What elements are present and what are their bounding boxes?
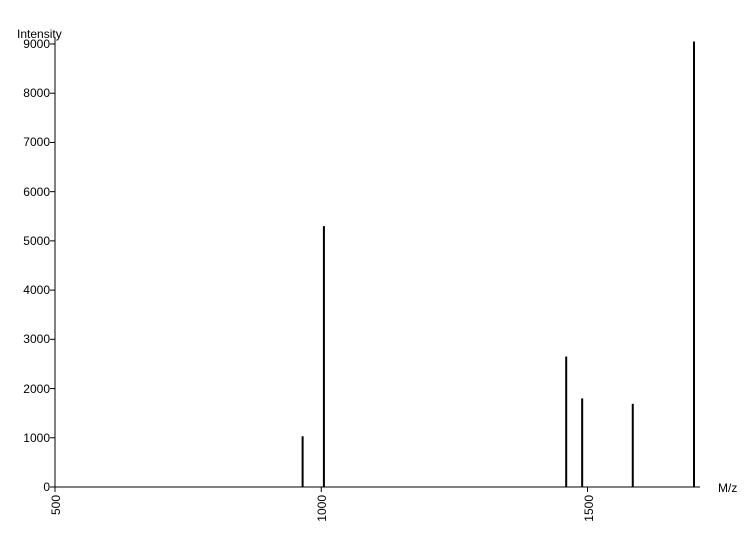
spectrum-peak — [323, 226, 325, 487]
y-tick-label: 3000 — [10, 332, 50, 346]
x-tick-label: 1000 — [315, 495, 329, 522]
y-tick-label: 0 — [10, 480, 50, 494]
y-tick-label: 6000 — [10, 185, 50, 199]
x-tick-label: 1500 — [582, 495, 596, 522]
spectrum-peak — [581, 398, 583, 487]
y-tick-label: 5000 — [10, 234, 50, 248]
x-axis-title: M/z — [718, 481, 737, 495]
y-tick-label: 4000 — [10, 283, 50, 297]
y-tick-label: 2000 — [10, 382, 50, 396]
spectrum-peak — [693, 42, 695, 487]
y-tick-label: 8000 — [10, 86, 50, 100]
spectrum-peak — [565, 357, 567, 487]
spectrum-peak — [302, 436, 304, 487]
y-tick-label: 7000 — [10, 135, 50, 149]
y-tick-label: 9000 — [10, 37, 50, 51]
x-tick-label: 500 — [49, 495, 63, 515]
mass-spectrum-chart — [0, 0, 750, 540]
y-tick-label: 1000 — [10, 431, 50, 445]
spectrum-peak — [632, 404, 634, 487]
